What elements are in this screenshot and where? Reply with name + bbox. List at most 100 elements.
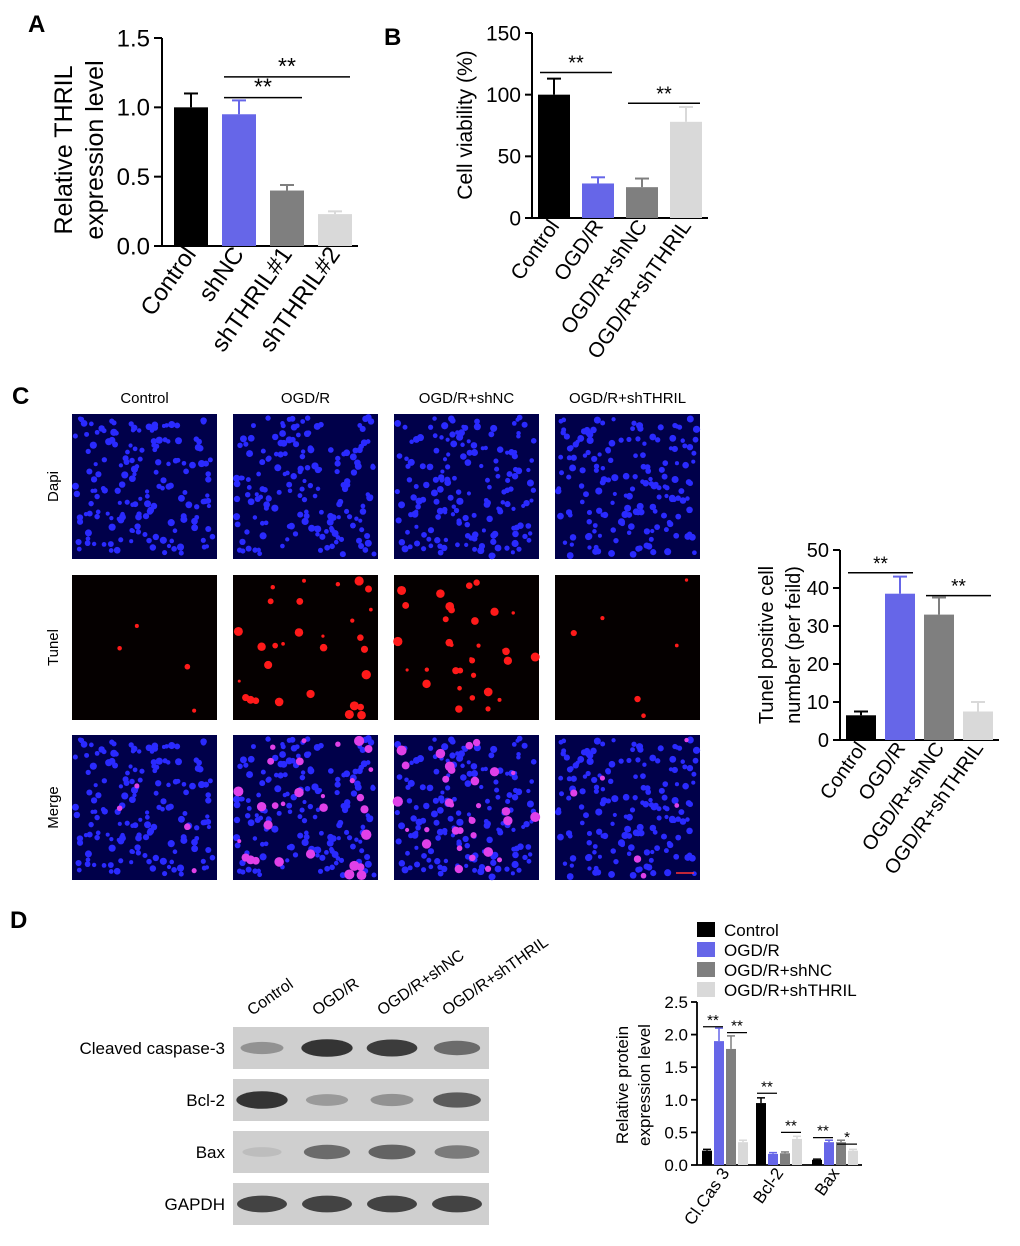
dapi-nucleus xyxy=(592,529,597,534)
merge-nucleus xyxy=(466,760,471,765)
merge-nucleus xyxy=(617,839,626,847)
dapi-nucleus xyxy=(238,475,244,481)
merge-nucleus xyxy=(274,785,282,793)
tunel-cell xyxy=(502,647,510,656)
significance-label: ** xyxy=(761,1078,773,1095)
merge-nucleus xyxy=(593,737,601,745)
dapi-nucleus xyxy=(282,471,287,477)
dapi-nucleus xyxy=(299,486,305,492)
dapi-nucleus xyxy=(462,514,469,522)
dapi-nucleus xyxy=(290,436,296,443)
dapi-nucleus xyxy=(118,463,124,468)
merge-nucleus xyxy=(579,788,586,795)
dapi-nucleus xyxy=(83,512,89,517)
merge-nucleus xyxy=(205,814,210,819)
dapi-nucleus xyxy=(444,476,451,483)
merge-nucleus xyxy=(398,860,406,867)
tunel-cell xyxy=(485,706,491,712)
merge-positive-cell xyxy=(233,786,244,797)
dapi-nucleus xyxy=(84,529,92,537)
merge-nucleus xyxy=(436,806,444,814)
legend-label: Control xyxy=(724,921,779,940)
merge-nucleus xyxy=(355,786,360,791)
dapi-nucleus xyxy=(443,510,448,515)
dapi-nucleus xyxy=(494,544,502,552)
dapi-nucleus xyxy=(453,507,460,514)
merge-nucleus xyxy=(263,841,269,847)
merge-nucleus xyxy=(259,841,265,847)
merge-nucleus xyxy=(160,798,167,805)
dapi-nucleus xyxy=(430,489,438,497)
merge-nucleus xyxy=(525,844,532,850)
dapi-nucleus xyxy=(661,473,668,480)
dapi-nucleus xyxy=(152,447,158,453)
merge-nucleus xyxy=(144,810,150,815)
dapi-nucleus xyxy=(131,424,138,432)
dapi-nucleus xyxy=(427,527,435,534)
merge-nucleus xyxy=(456,839,462,845)
y-tick-label: 0.0 xyxy=(117,233,150,260)
merge-positive-cell xyxy=(640,872,647,879)
merge-nucleus xyxy=(243,762,249,768)
merge-nucleus xyxy=(624,825,632,833)
tunel-cell xyxy=(497,697,502,702)
dapi-nucleus xyxy=(563,433,570,440)
tunel-image xyxy=(233,575,378,720)
merge-nucleus xyxy=(512,851,519,859)
dapi-nucleus xyxy=(493,458,499,464)
merge-nucleus xyxy=(319,854,326,861)
merge-nucleus xyxy=(395,838,402,845)
merge-nucleus xyxy=(260,769,266,775)
merge-nucleus xyxy=(138,817,143,822)
dapi-nucleus xyxy=(236,547,243,553)
dapi-nucleus xyxy=(529,498,534,503)
merge-nucleus xyxy=(324,850,329,855)
merge-nucleus xyxy=(194,825,200,831)
merge-positive-cell xyxy=(116,805,123,812)
merge-nucleus xyxy=(594,869,602,876)
merge-nucleus xyxy=(494,787,500,793)
dapi-nucleus xyxy=(86,468,93,475)
merge-nucleus xyxy=(432,737,437,742)
dapi-nucleus xyxy=(506,471,513,478)
merge-nucleus xyxy=(111,845,116,850)
tunel-cell xyxy=(134,623,139,628)
dapi-nucleus xyxy=(198,459,206,468)
significance-label: ** xyxy=(707,1012,719,1029)
merge-nucleus xyxy=(511,860,519,869)
dapi-nucleus xyxy=(205,471,211,477)
dapi-nucleus xyxy=(428,424,434,430)
merge-nucleus xyxy=(654,845,661,852)
merge-nucleus xyxy=(567,833,573,839)
merge-nucleus xyxy=(483,818,489,824)
merge-nucleus xyxy=(512,787,519,794)
merge-nucleus xyxy=(285,858,290,863)
merge-nucleus xyxy=(445,785,451,791)
merge-nucleus xyxy=(167,840,175,848)
dapi-nucleus xyxy=(597,533,602,538)
tunel-cell xyxy=(457,667,464,674)
merge-positive-cell xyxy=(530,812,541,823)
merge-nucleus xyxy=(129,796,136,803)
dapi-nucleus xyxy=(512,466,519,473)
y-tick-label: 100 xyxy=(486,84,521,107)
dapi-nucleus xyxy=(108,548,114,553)
merge-nucleus xyxy=(76,839,84,846)
tunel-cell xyxy=(296,597,304,605)
merge-nucleus xyxy=(288,843,295,851)
dapi-nucleus xyxy=(474,418,480,425)
merge-nucleus xyxy=(505,798,511,804)
merge-nucleus xyxy=(205,846,212,854)
dapi-nucleus xyxy=(437,543,443,549)
dapi-nucleus xyxy=(566,552,574,559)
merge-positive-cell xyxy=(301,738,307,744)
merge-nucleus xyxy=(419,784,426,791)
merge-nucleus xyxy=(286,802,293,809)
merge-nucleus xyxy=(344,829,350,836)
merge-positive-cell xyxy=(472,738,481,747)
merge-nucleus xyxy=(181,781,187,787)
merge-nucleus xyxy=(495,794,501,800)
merge-nucleus xyxy=(340,802,347,810)
merge-nucleus xyxy=(479,784,484,790)
dapi-nucleus xyxy=(673,532,680,539)
